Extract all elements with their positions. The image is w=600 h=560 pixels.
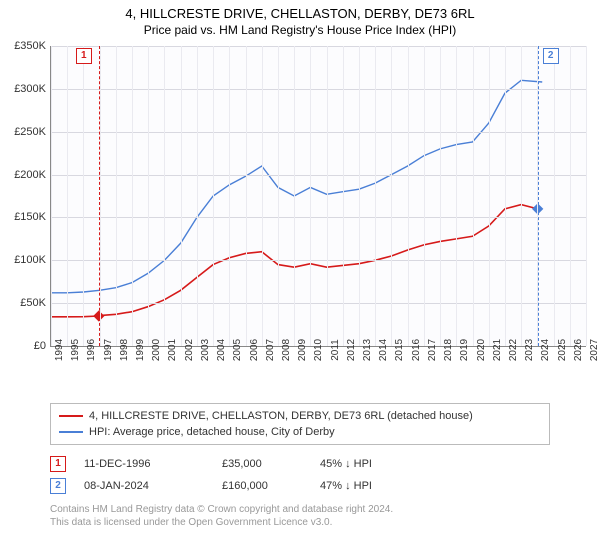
x-axis-label: 1996 xyxy=(86,339,97,361)
x-axis-label: 1997 xyxy=(103,339,114,361)
x-axis-label: 2009 xyxy=(297,339,308,361)
x-axis-label: 2005 xyxy=(232,339,243,361)
marker-box-2: 2 xyxy=(543,48,559,64)
x-axis-label: 2008 xyxy=(281,339,292,361)
y-axis-label: £100K xyxy=(0,254,46,266)
x-axis-label: 2012 xyxy=(346,339,357,361)
x-axis-label: 2011 xyxy=(330,339,341,361)
y-axis-label: £350K xyxy=(0,40,46,52)
marker-info-table: 111-DEC-1996£35,00045% ↓ HPI208-JAN-2024… xyxy=(50,453,550,497)
x-axis-label: 2010 xyxy=(313,339,324,361)
chart-container: 4, HILLCRESTE DRIVE, CHELLASTON, DERBY, … xyxy=(0,0,600,395)
x-axis-label: 2003 xyxy=(200,339,211,361)
x-axis-label: 2006 xyxy=(249,339,260,361)
x-axis-label: 2004 xyxy=(216,339,227,361)
x-axis-label: 2026 xyxy=(573,339,584,361)
legend: 4, HILLCRESTE DRIVE, CHELLASTON, DERBY, … xyxy=(50,403,550,445)
x-axis-label: 2027 xyxy=(589,339,600,361)
x-axis-label: 1998 xyxy=(119,339,130,361)
legend-item: 4, HILLCRESTE DRIVE, CHELLASTON, DERBY, … xyxy=(59,408,541,424)
x-axis-label: 2025 xyxy=(557,339,568,361)
x-axis-label: 1995 xyxy=(70,339,81,361)
x-axis-label: 2000 xyxy=(151,339,162,361)
x-axis-label: 2020 xyxy=(476,339,487,361)
x-axis-label: 2019 xyxy=(459,339,470,361)
x-axis-label: 2023 xyxy=(524,339,535,361)
x-axis-label: 2016 xyxy=(411,339,422,361)
x-axis-label: 2021 xyxy=(492,339,503,361)
x-axis-label: 1994 xyxy=(54,339,65,361)
x-axis-label: 1999 xyxy=(135,339,146,361)
chart-subtitle: Price paid vs. HM Land Registry's House … xyxy=(0,21,600,41)
footer-line-2: This data is licensed under the Open Gov… xyxy=(50,516,550,529)
x-axis-label: 2018 xyxy=(443,339,454,361)
x-axis-label: 2015 xyxy=(394,339,405,361)
y-axis-label: £200K xyxy=(0,169,46,181)
x-axis-label: 2007 xyxy=(265,339,276,361)
marker-box-1: 1 xyxy=(76,48,92,64)
x-axis-label: 2001 xyxy=(167,339,178,361)
x-axis-label: 2002 xyxy=(184,339,195,361)
y-axis-label: £150K xyxy=(0,211,46,223)
y-axis-label: £250K xyxy=(0,126,46,138)
footer: Contains HM Land Registry data © Crown c… xyxy=(50,503,550,529)
legend-item: HPI: Average price, detached house, City… xyxy=(59,424,541,440)
y-axis-label: £50K xyxy=(0,297,46,309)
y-axis-label: £0 xyxy=(0,340,46,352)
x-axis-label: 2024 xyxy=(540,339,551,361)
info-row: 208-JAN-2024£160,00047% ↓ HPI xyxy=(50,475,550,497)
x-axis-label: 2013 xyxy=(362,339,373,361)
chart-title: 4, HILLCRESTE DRIVE, CHELLASTON, DERBY, … xyxy=(0,0,600,21)
plot-area xyxy=(50,46,586,347)
info-row: 111-DEC-1996£35,00045% ↓ HPI xyxy=(50,453,550,475)
x-axis-label: 2017 xyxy=(427,339,438,361)
footer-line-1: Contains HM Land Registry data © Crown c… xyxy=(50,503,550,516)
x-axis-label: 2022 xyxy=(508,339,519,361)
y-axis-label: £300K xyxy=(0,83,46,95)
x-axis-label: 2014 xyxy=(378,339,389,361)
